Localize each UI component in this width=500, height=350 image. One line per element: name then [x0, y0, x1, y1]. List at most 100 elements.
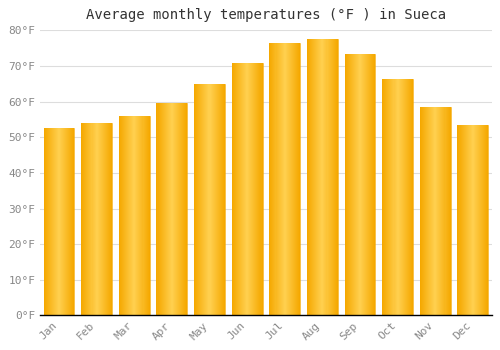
Bar	[357, 54, 358, 315]
Bar	[431, 107, 432, 315]
Bar	[270, 43, 272, 315]
Bar	[59, 128, 60, 315]
Bar	[241, 63, 242, 315]
Bar	[218, 84, 219, 315]
Bar	[108, 123, 109, 315]
Bar	[237, 63, 238, 315]
Bar	[344, 54, 346, 315]
Bar	[320, 39, 322, 315]
Bar	[330, 39, 332, 315]
Bar	[460, 125, 462, 315]
Title: Average monthly temperatures (°F ) in Sueca: Average monthly temperatures (°F ) in Su…	[86, 8, 446, 22]
Bar	[68, 128, 70, 315]
Bar	[111, 123, 112, 315]
Bar	[434, 107, 435, 315]
Bar	[362, 54, 363, 315]
Bar	[172, 104, 173, 315]
Bar	[402, 78, 403, 315]
Bar	[324, 39, 326, 315]
Bar	[256, 63, 258, 315]
Bar	[479, 125, 480, 315]
Bar	[334, 39, 336, 315]
Bar	[103, 123, 104, 315]
Bar	[360, 54, 361, 315]
Bar	[314, 39, 315, 315]
Bar	[422, 107, 423, 315]
Bar	[468, 125, 470, 315]
Bar	[124, 116, 125, 315]
Bar	[405, 78, 406, 315]
Bar	[486, 125, 488, 315]
Bar	[398, 78, 400, 315]
Bar	[328, 39, 330, 315]
Bar	[102, 123, 103, 315]
Bar	[119, 116, 120, 315]
Bar	[438, 107, 440, 315]
Bar	[292, 43, 293, 315]
Bar	[408, 78, 409, 315]
Bar	[388, 78, 390, 315]
Bar	[288, 43, 289, 315]
Bar	[170, 104, 171, 315]
Bar	[436, 107, 438, 315]
Bar	[173, 104, 174, 315]
Bar	[138, 116, 140, 315]
Bar	[363, 54, 364, 315]
Bar	[52, 128, 53, 315]
Bar	[400, 78, 402, 315]
Bar	[61, 128, 62, 315]
Bar	[60, 128, 61, 315]
Bar	[223, 84, 224, 315]
Bar	[427, 107, 428, 315]
Bar	[448, 107, 450, 315]
Bar	[428, 107, 429, 315]
Bar	[356, 54, 357, 315]
Bar	[127, 116, 128, 315]
Bar	[131, 116, 132, 315]
Bar	[247, 63, 248, 315]
Bar	[210, 84, 212, 315]
Bar	[160, 104, 162, 315]
Bar	[310, 39, 311, 315]
Bar	[92, 123, 94, 315]
Bar	[224, 84, 225, 315]
Bar	[290, 43, 291, 315]
Bar	[104, 123, 105, 315]
Bar	[208, 84, 210, 315]
Bar	[67, 128, 68, 315]
Bar	[337, 39, 338, 315]
Bar	[404, 78, 405, 315]
Bar	[354, 54, 355, 315]
Bar	[54, 128, 55, 315]
Bar	[260, 63, 262, 315]
Bar	[195, 84, 196, 315]
Bar	[361, 54, 362, 315]
Bar	[287, 43, 288, 315]
Bar	[128, 116, 129, 315]
Bar	[65, 128, 66, 315]
Bar	[216, 84, 218, 315]
Bar	[355, 54, 356, 315]
Bar	[458, 125, 460, 315]
Bar	[250, 63, 251, 315]
Bar	[56, 128, 57, 315]
Bar	[126, 116, 127, 315]
Bar	[51, 128, 52, 315]
Bar	[254, 63, 256, 315]
Bar	[272, 43, 274, 315]
Bar	[162, 104, 164, 315]
Bar	[146, 116, 148, 315]
Bar	[239, 63, 240, 315]
Bar	[295, 43, 296, 315]
Bar	[383, 78, 384, 315]
Bar	[482, 125, 483, 315]
Bar	[289, 43, 290, 315]
Bar	[204, 84, 206, 315]
Bar	[484, 125, 485, 315]
Bar	[219, 84, 220, 315]
Bar	[62, 128, 63, 315]
Bar	[174, 104, 175, 315]
Bar	[284, 43, 286, 315]
Bar	[322, 39, 324, 315]
Bar	[129, 116, 130, 315]
